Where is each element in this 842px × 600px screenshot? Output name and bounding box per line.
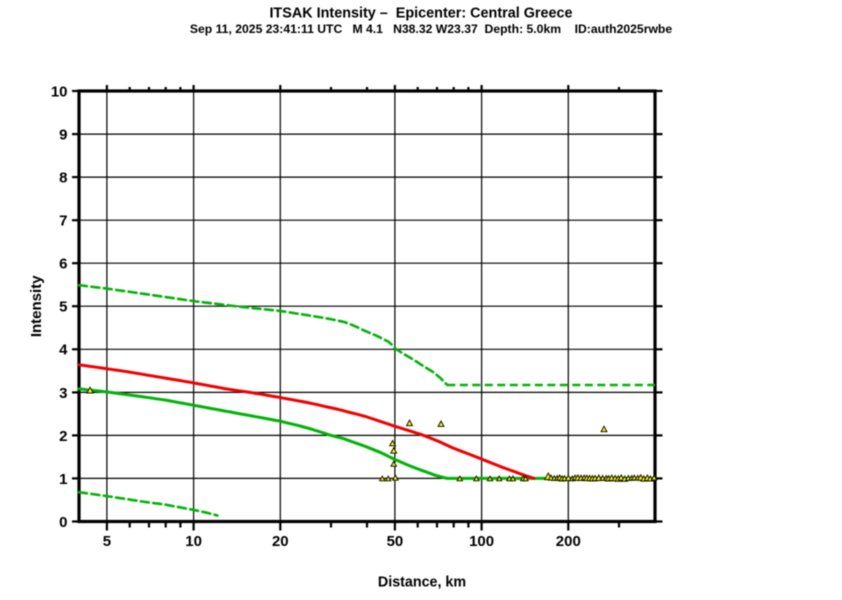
svg-text:8: 8: [59, 170, 67, 187]
svg-text:3: 3: [59, 385, 67, 402]
svg-text:Sep 11, 2025 23:41:11 UTC M: Sep 11, 2025 23:41:11 UTC M 4.1 N38.32 W…: [190, 22, 673, 36]
svg-text:20: 20: [272, 533, 289, 550]
svg-text:9: 9: [59, 126, 67, 143]
svg-text:6: 6: [59, 256, 67, 273]
svg-text:1: 1: [59, 471, 67, 488]
svg-text:10: 10: [51, 83, 68, 100]
svg-text:5: 5: [103, 533, 111, 550]
svg-text:10: 10: [185, 533, 202, 550]
svg-text:ITSAK Intensity – Epicenter:: ITSAK Intensity – Epicenter: Central Gre…: [269, 5, 572, 21]
svg-text:2: 2: [59, 428, 67, 445]
svg-text:Intensity: Intensity: [28, 275, 45, 337]
svg-text:0: 0: [59, 514, 67, 531]
svg-text:100: 100: [469, 533, 494, 550]
svg-text:Distance, km: Distance, km: [378, 575, 466, 591]
svg-text:200: 200: [556, 533, 581, 550]
svg-text:4: 4: [59, 342, 68, 359]
svg-text:5: 5: [59, 299, 67, 316]
svg-text:50: 50: [387, 533, 404, 550]
svg-text:7: 7: [59, 213, 67, 230]
